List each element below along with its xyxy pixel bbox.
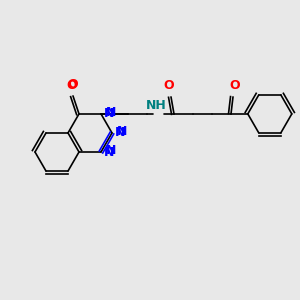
Text: N: N xyxy=(115,126,125,140)
Text: NH: NH xyxy=(146,99,167,112)
Text: O: O xyxy=(67,79,77,92)
Text: N: N xyxy=(117,125,128,138)
Text: N: N xyxy=(106,145,116,158)
Text: O: O xyxy=(164,79,174,92)
Text: N: N xyxy=(104,146,114,158)
Text: N: N xyxy=(104,107,114,120)
Text: O: O xyxy=(68,78,78,91)
Text: O: O xyxy=(230,79,240,92)
Text: N: N xyxy=(106,106,116,119)
